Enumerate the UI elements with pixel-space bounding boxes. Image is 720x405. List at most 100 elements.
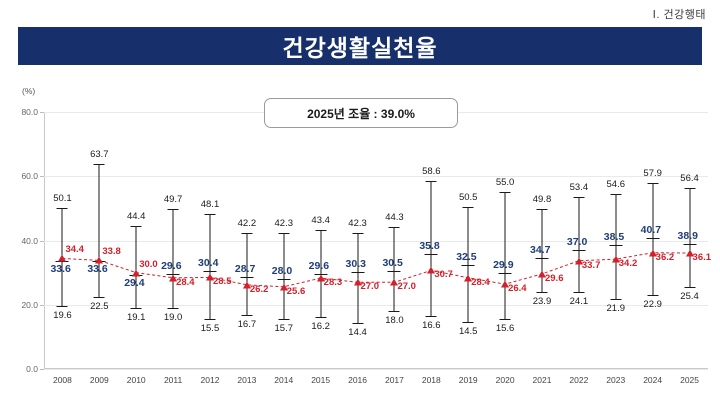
blue-value-marker	[572, 250, 586, 252]
red-series-value-label: 30.7	[434, 269, 453, 281]
red-series-value-label: 29.6	[544, 272, 564, 284]
lower-bound-label: 23.9	[532, 296, 552, 308]
upper-bound-label: 49.7	[163, 194, 183, 206]
error-bar-top-cap	[130, 226, 142, 228]
y-axis-tick-label: 80.0	[21, 107, 38, 117]
upper-bound-label: 42.3	[274, 218, 294, 230]
chart-year-column[interactable]: 48.1 15.5 30.4 28.5 2012	[192, 112, 232, 385]
chart-year-column[interactable]: 63.7 22.5 33.6 33.8 2009	[81, 112, 121, 385]
blue-value-marker	[424, 253, 438, 255]
red-series-value-label: 26.4	[508, 283, 527, 295]
upper-bound-label: 58.6	[422, 165, 441, 177]
chart-year-column[interactable]: 53.4 24.1 37.0 33.7 2022	[560, 112, 601, 385]
x-axis-tick-label: 2013	[237, 375, 257, 385]
chart-year-column[interactable]: 56.4 25.4 38.9 36.1 2025	[671, 112, 712, 385]
upper-bound-label: 48.1	[200, 199, 220, 211]
chart-year-column[interactable]: 50.1 19.6 33.6 34.4 2008	[44, 112, 84, 385]
error-bar-stem	[578, 197, 580, 292]
error-bar-top-cap	[388, 226, 400, 228]
lower-bound-label: 19.1	[126, 311, 146, 323]
red-series-value-label: 33.7	[581, 259, 601, 271]
error-bar-top-cap	[93, 164, 105, 166]
lower-bound-label: 16.2	[311, 320, 330, 332]
red-triangle-marker	[205, 273, 214, 281]
chart-year-column[interactable]: 44.3 18.0 30.5 27.0 2017	[376, 112, 416, 385]
red-series-value-label: 34.2	[618, 258, 638, 270]
upper-bound-label: 43.4	[311, 214, 330, 226]
chart-year-column[interactable]: 42.2 16.7 28.7 26.2 2013	[228, 112, 269, 385]
error-bar-stem	[504, 192, 506, 319]
red-triangle-marker	[537, 270, 546, 278]
x-axis-tick-label: 2021	[532, 375, 552, 385]
blue-series-value-label: 34.7	[529, 243, 551, 256]
y-axis-tick-label: 40.0	[21, 235, 38, 246]
x-axis-tick-label: 2016	[348, 375, 368, 385]
chart-year-column[interactable]: 50.5 14.5 32.5 28.4 2019	[450, 112, 490, 385]
lower-bound-label: 16.6	[422, 319, 441, 331]
blue-value-marker	[683, 244, 697, 246]
chart-year-column[interactable]: 54.6 21.9 38.5 34.2 2023	[597, 112, 638, 385]
error-bar-stem	[393, 226, 395, 312]
error-bar-stem	[209, 214, 211, 320]
upper-bound-label: 53.4	[569, 182, 589, 194]
x-axis-tick-label: 2008	[52, 375, 72, 385]
red-triangle-marker	[58, 254, 67, 262]
error-bar-bottom-cap	[684, 287, 696, 289]
red-triangle-marker	[648, 249, 657, 257]
x-axis-tick-label: 2022	[569, 375, 589, 385]
red-series-value-label: 28.3	[323, 277, 343, 289]
chart-year-column[interactable]: 49.8 23.9 34.7 29.6 2021	[524, 112, 564, 385]
lower-bound-label: 19.6	[53, 310, 72, 322]
blue-value-marker	[203, 271, 217, 273]
error-bar-stem	[135, 226, 137, 308]
chart-year-column[interactable]: 44.4 19.1 29.4 30.0 2010	[118, 112, 158, 385]
lower-bound-label: 21.9	[606, 302, 626, 314]
red-triangle-marker	[685, 249, 694, 257]
chart-year-column[interactable]: 49.7 19.0 29.6 28.4 2011	[155, 112, 195, 385]
chart-year-column[interactable]: 55.0 15.6 29.9 26.4 2020	[487, 112, 527, 385]
error-bar-stem	[689, 187, 691, 288]
chart-year-column[interactable]: 43.4 16.2 29.6 28.3 2015	[302, 112, 343, 385]
error-bar-top-cap	[315, 229, 327, 231]
x-axis-tick-label: 2020	[495, 375, 515, 385]
chart-year-column[interactable]: 58.6 16.6 35.8 30.7 2018	[413, 112, 453, 385]
lower-bound-label: 14.4	[348, 326, 367, 338]
blue-series-value-label: 30.5	[382, 257, 403, 270]
x-axis-tick-label: 2024	[643, 375, 663, 385]
error-bar-bottom-cap	[278, 318, 290, 320]
x-axis-tick-label: 2023	[606, 375, 626, 385]
chart-year-column[interactable]: 42.3 14.4 30.3 27.0 2016	[339, 112, 380, 385]
error-bar-top-cap	[204, 214, 216, 216]
error-bar-stem	[357, 233, 359, 323]
chart-year-column[interactable]: 57.9 22.9 40.7 36.2 2024	[634, 112, 675, 385]
blue-series-value-label: 29.6	[161, 259, 182, 272]
red-series-value-label: 36.1	[692, 252, 712, 264]
chart-year-column[interactable]: 42.3 15.7 28.0 25.6 2014	[265, 112, 306, 385]
red-series-value-label: 30.0	[139, 258, 158, 270]
upper-bound-label: 44.3	[385, 211, 404, 223]
red-triangle-marker	[169, 274, 178, 282]
error-bar-bottom-cap	[204, 319, 216, 321]
error-bar-top-cap	[278, 233, 290, 235]
error-bar-top-cap	[647, 182, 659, 184]
red-triangle-marker	[501, 280, 510, 288]
x-axis-tick-label: 2025	[680, 375, 700, 385]
upper-bound-label: 49.8	[532, 194, 552, 206]
red-triangle-marker	[95, 256, 104, 264]
error-bar-stem	[467, 206, 469, 323]
error-bar-top-cap	[462, 206, 474, 208]
upper-bound-label: 42.3	[348, 218, 367, 230]
y-axis-tick-mark	[40, 304, 44, 306]
gridline	[44, 369, 708, 370]
x-axis-tick-label: 2018	[421, 375, 441, 385]
blue-series-value-label: 28.7	[234, 262, 256, 275]
error-bar-bottom-cap	[536, 292, 548, 294]
blue-value-marker	[351, 271, 365, 273]
upper-bound-label: 54.6	[606, 178, 626, 190]
error-bar-stem	[98, 164, 100, 297]
red-triangle-marker	[611, 255, 620, 263]
y-axis-tick-label: 60.0	[21, 171, 38, 182]
red-triangle-marker	[316, 274, 325, 282]
blue-series-value-label: 40.7	[640, 224, 662, 237]
error-bar-stem	[320, 229, 322, 317]
